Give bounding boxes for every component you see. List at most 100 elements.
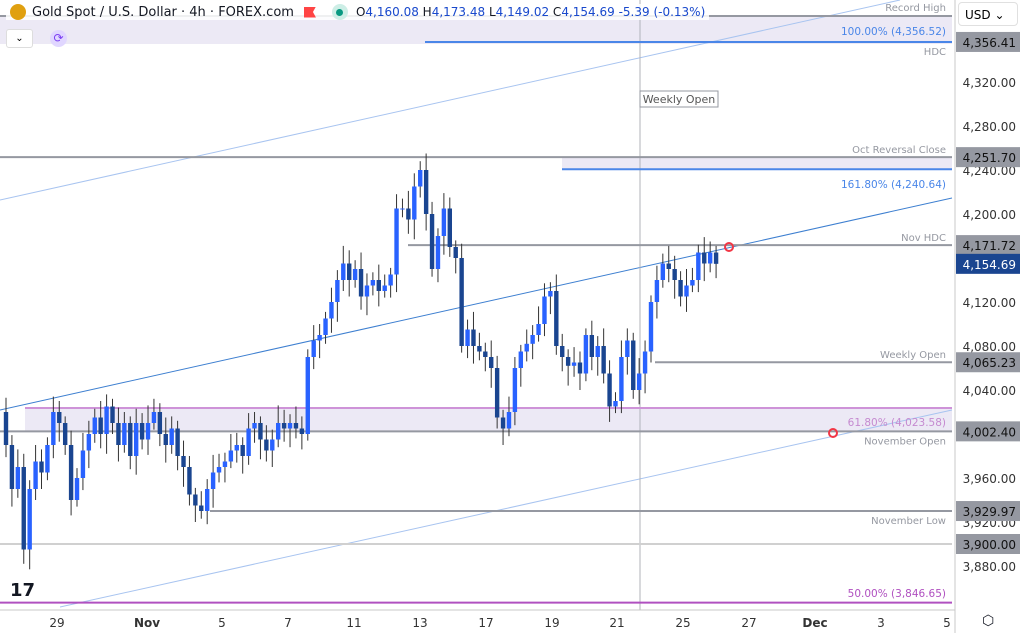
candle-body — [246, 428, 251, 456]
time-tick: 17 — [478, 616, 493, 630]
candle-body — [258, 423, 263, 440]
candle-body — [548, 291, 553, 297]
channel-lower-line — [59, 409, 953, 608]
candle-body — [204, 489, 210, 511]
candle-body — [707, 252, 713, 264]
time-tick: 29 — [49, 616, 64, 630]
time-tick: 25 — [675, 616, 690, 630]
candle-body — [187, 467, 192, 495]
candle-body — [45, 445, 50, 473]
candle-body — [666, 263, 671, 269]
candle-body — [571, 362, 577, 366]
candle-body — [465, 329, 470, 346]
candle-body — [122, 423, 127, 445]
candle-body — [477, 346, 482, 352]
candle-body — [423, 170, 429, 214]
time-tick: Nov — [134, 616, 160, 630]
nov-open-zone — [25, 408, 952, 432]
price-tag-bg — [956, 421, 1020, 442]
collapse-button[interactable]: ⌄ — [6, 29, 33, 48]
candle-body — [702, 252, 707, 264]
price-tick: 4,040.00 — [963, 384, 1016, 398]
candle-body — [98, 417, 103, 434]
candle-body — [157, 412, 163, 434]
price-tag-bg — [956, 352, 1020, 373]
candle-body — [536, 324, 541, 335]
candle-body — [713, 252, 719, 264]
weekly-open-box — [639, 90, 719, 108]
flag-icon[interactable] — [303, 6, 316, 18]
time-tick: 11 — [346, 616, 361, 630]
candle-body — [21, 467, 26, 550]
oct-zone — [562, 157, 952, 170]
candle-body — [506, 412, 512, 429]
candle-body — [68, 445, 74, 500]
candle-body — [565, 357, 571, 366]
candle-body — [110, 406, 115, 423]
candle-body — [418, 170, 423, 187]
channel-upper-line — [0, 197, 953, 411]
candle-body — [489, 357, 494, 368]
candle-body — [3, 412, 9, 445]
candle-body — [62, 423, 68, 445]
candle-body — [429, 214, 435, 269]
price-tag-bg — [956, 147, 1020, 168]
candle-body — [660, 263, 666, 280]
price-tag: 4,356.41 — [963, 36, 1016, 50]
candle-body — [74, 478, 80, 500]
price-tick: 4,240.00 — [963, 164, 1016, 178]
price-tick: 4,120.00 — [963, 296, 1016, 310]
candle-body — [287, 423, 293, 429]
candle-body — [684, 285, 689, 297]
candle-body — [9, 445, 15, 489]
time-tick: 5 — [943, 616, 951, 630]
candle-body — [275, 423, 281, 440]
candle-body — [305, 357, 310, 434]
level-label: Nov HDC — [901, 233, 946, 244]
candle-body — [104, 406, 109, 434]
candle-body — [577, 362, 583, 374]
candle-body — [329, 302, 334, 319]
candle-body — [406, 208, 411, 220]
symbol-title[interactable]: Gold Spot / U.S. Dollar · 4h · FOREX.com — [32, 4, 294, 20]
time-tick: Dec — [802, 616, 827, 630]
currency-select[interactable]: USD ⌄ — [958, 2, 1018, 26]
candle-body — [317, 335, 322, 341]
candle-body — [595, 346, 600, 357]
fib-618-label: 61.80% (4,023.58) — [848, 417, 946, 429]
candle-body — [139, 423, 145, 440]
level-label: Oct Reversal Close — [852, 145, 946, 156]
candle-body — [672, 269, 677, 280]
price-tag-bg — [956, 235, 1020, 256]
gold-logo-icon — [10, 4, 26, 20]
time-tick: 13 — [412, 616, 427, 630]
sync-icon[interactable]: ⟳ — [50, 30, 67, 47]
candle-body — [412, 186, 417, 220]
candle-body — [163, 434, 168, 445]
price-tick: 4,200.00 — [963, 208, 1016, 222]
candle-body — [15, 467, 21, 489]
candle-body — [210, 472, 216, 489]
channel-outer-line — [0, 0, 901, 201]
candle-body — [323, 318, 328, 335]
candle-body — [483, 351, 488, 357]
candle-body — [145, 423, 151, 440]
price-tag: 3,929.97 — [963, 505, 1016, 519]
candle-body — [151, 412, 157, 423]
candle-body — [625, 340, 630, 357]
candle-body — [678, 280, 683, 297]
candle-body — [589, 335, 595, 357]
candle-body — [216, 467, 222, 473]
candle-body — [80, 450, 86, 478]
candle-body — [234, 445, 239, 451]
candle-body — [447, 208, 453, 247]
candle-body — [252, 423, 257, 429]
candle-body — [471, 329, 476, 346]
settings-icon[interactable]: ⬡ — [982, 613, 995, 629]
candle-body — [128, 423, 133, 456]
candle-body — [240, 445, 245, 456]
candle-body — [542, 296, 547, 324]
candle-body — [636, 373, 642, 390]
candle-body — [347, 263, 352, 280]
